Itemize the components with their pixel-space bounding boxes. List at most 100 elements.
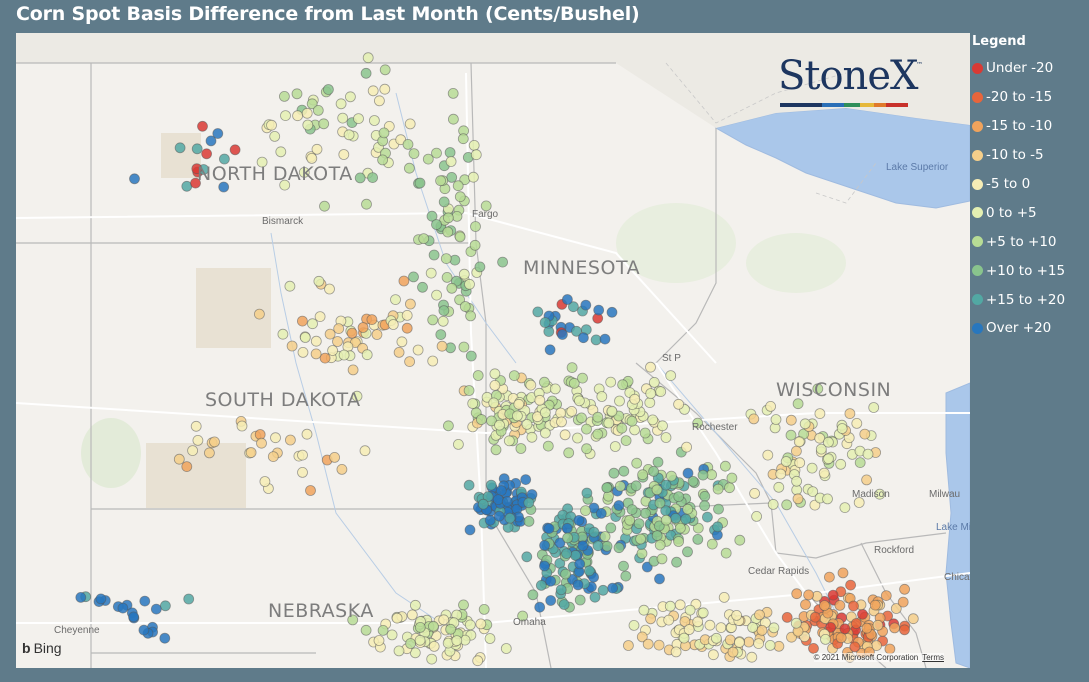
basis-point[interactable] [452, 438, 464, 450]
basis-point[interactable] [312, 105, 324, 116]
basis-point[interactable] [799, 418, 811, 430]
basis-point[interactable] [561, 522, 573, 534]
basis-point[interactable] [595, 507, 607, 519]
basis-point[interactable] [190, 420, 202, 432]
basis-point[interactable] [584, 565, 595, 577]
basis-point[interactable] [645, 388, 657, 399]
basis-point[interactable] [458, 268, 470, 280]
basis-point[interactable] [313, 275, 325, 287]
basis-point[interactable] [899, 624, 910, 636]
basis-point[interactable] [638, 604, 650, 616]
basis-point[interactable] [245, 447, 257, 458]
basis-point[interactable] [880, 590, 892, 601]
basis-point[interactable] [851, 417, 863, 429]
basis-point[interactable] [545, 575, 557, 587]
basis-point[interactable] [409, 599, 421, 611]
basis-point[interactable] [527, 589, 539, 601]
basis-point[interactable] [393, 645, 405, 657]
basis-point[interactable] [731, 610, 742, 621]
basis-point[interactable] [256, 156, 268, 168]
basis-point[interactable] [890, 603, 902, 614]
basis-point[interactable] [490, 444, 502, 456]
basis-point[interactable] [280, 110, 291, 121]
basis-point[interactable] [613, 500, 625, 511]
basis-point[interactable] [747, 622, 758, 633]
basis-point[interactable] [218, 153, 230, 165]
basis-point[interactable] [452, 180, 464, 192]
basis-point[interactable] [489, 379, 501, 391]
basis-point[interactable] [480, 200, 492, 212]
basis-point[interactable] [523, 497, 535, 509]
basis-point[interactable] [792, 493, 804, 505]
basis-point[interactable] [497, 256, 509, 268]
basis-point[interactable] [310, 348, 322, 360]
basis-point[interactable] [511, 410, 523, 422]
basis-point[interactable] [554, 537, 566, 549]
basis-point[interactable] [708, 649, 719, 661]
basis-point[interactable] [441, 271, 453, 283]
basis-point[interactable] [475, 414, 487, 425]
basis-point[interactable] [808, 643, 819, 654]
basis-point[interactable] [791, 445, 802, 457]
basis-point[interactable] [402, 139, 414, 150]
basis-point[interactable] [726, 472, 738, 484]
basis-point[interactable] [467, 398, 479, 409]
basis-point[interactable] [444, 147, 456, 158]
basis-point[interactable] [822, 493, 833, 505]
basis-point[interactable] [727, 646, 739, 658]
basis-point[interactable] [581, 443, 592, 455]
basis-point[interactable] [854, 457, 866, 469]
basis-point[interactable] [699, 490, 711, 502]
basis-point[interactable] [780, 456, 792, 467]
basis-point[interactable] [637, 469, 648, 481]
basis-point[interactable] [636, 631, 648, 643]
basis-point[interactable] [464, 619, 476, 631]
basis-point[interactable] [253, 308, 265, 320]
basis-point[interactable] [173, 453, 185, 465]
basis-point[interactable] [472, 370, 484, 381]
basis-point[interactable] [734, 637, 745, 648]
basis-point[interactable] [275, 146, 287, 158]
basis-point[interactable] [823, 453, 834, 465]
basis-point[interactable] [581, 423, 592, 435]
basis-point[interactable] [379, 83, 391, 95]
basis-point[interactable] [435, 329, 447, 341]
basis-point[interactable] [286, 340, 298, 352]
basis-point[interactable] [447, 88, 459, 99]
basis-point[interactable] [191, 143, 203, 155]
basis-point[interactable] [426, 653, 438, 665]
basis-point[interactable] [678, 632, 690, 644]
basis-point[interactable] [209, 436, 220, 448]
basis-point[interactable] [818, 467, 830, 479]
basis-point[interactable] [484, 633, 496, 644]
basis-point[interactable] [660, 479, 672, 491]
basis-point[interactable] [446, 171, 458, 183]
basis-point[interactable] [609, 441, 621, 452]
basis-point[interactable] [427, 620, 439, 632]
basis-point[interactable] [791, 588, 803, 600]
basis-point[interactable] [562, 294, 573, 305]
basis-point[interactable] [834, 600, 846, 611]
basis-point[interactable] [635, 533, 646, 545]
basis-point[interactable] [606, 306, 618, 318]
basis-point[interactable] [715, 622, 727, 633]
basis-point[interactable] [431, 147, 442, 159]
basis-point[interactable] [614, 395, 625, 407]
basis-point[interactable] [438, 305, 450, 317]
basis-point[interactable] [435, 175, 447, 187]
basis-point[interactable] [699, 500, 710, 512]
basis-point[interactable] [754, 609, 765, 621]
basis-point[interactable] [653, 520, 665, 532]
basis-point[interactable] [192, 434, 204, 446]
basis-point[interactable] [218, 181, 230, 193]
basis-point[interactable] [539, 560, 550, 572]
basis-point[interactable] [868, 402, 880, 413]
basis-point[interactable] [607, 582, 618, 594]
basis-point[interactable] [623, 640, 634, 651]
basis-point[interactable] [674, 599, 686, 611]
basis-point[interactable] [347, 614, 359, 626]
basis-point[interactable] [849, 641, 861, 653]
basis-point[interactable] [566, 362, 578, 374]
basis-point[interactable] [683, 624, 695, 635]
basis-point[interactable] [764, 640, 776, 651]
